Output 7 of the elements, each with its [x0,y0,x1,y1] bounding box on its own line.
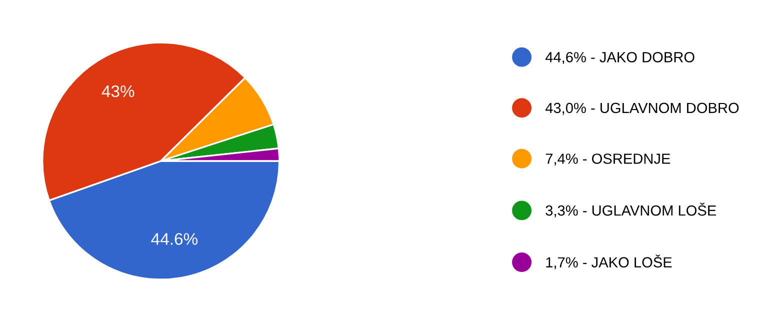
legend-label: 3,3% - UGLAVNOM LOŠE [546,202,716,218]
data-label: 43% [102,85,134,98]
legend-label: 43,0% - UGLAVNOM DOBRO [545,102,739,115]
legend-label: 1,7% - JAKO LOŠE [546,254,672,270]
data-label: 44.6% [151,233,198,245]
legend-label: 44,6% - JAKO DOBRO [545,52,694,64]
legend-label: 7,4% - OSREDNJE [546,154,670,166]
